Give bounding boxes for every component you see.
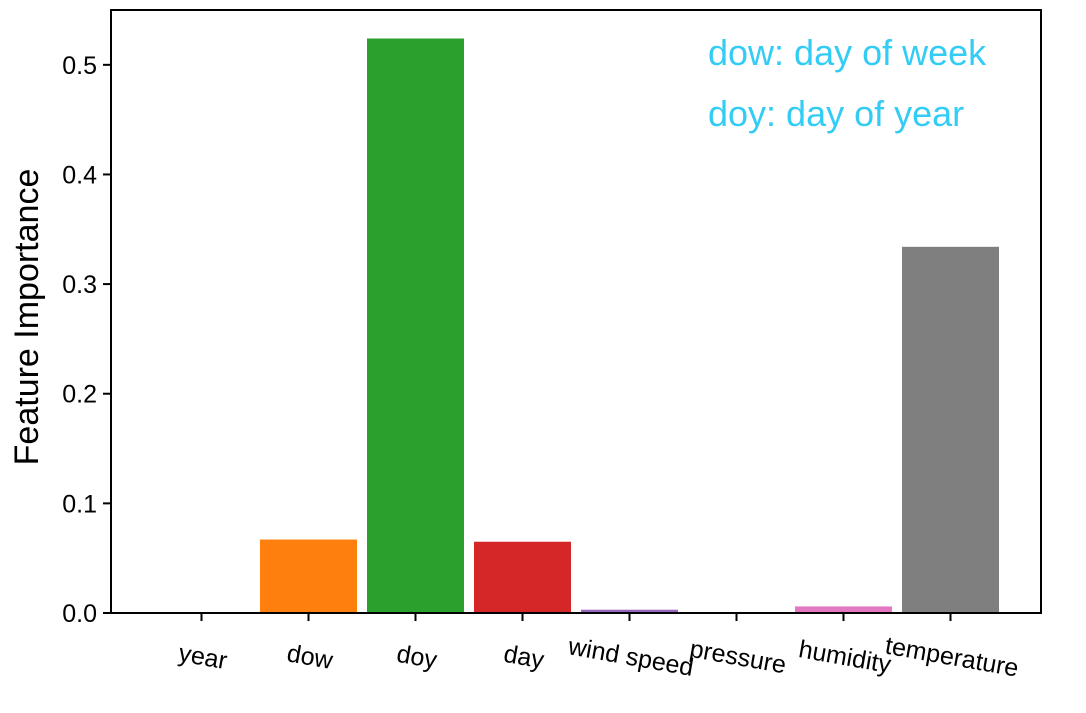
y-axis-ticks: 0.0 0.1 0.2 0.3 0.4 0.5 [62,52,111,628]
x-tick-label: wind speed [565,632,695,682]
x-tick-label: year [177,639,230,675]
y-tick-label: 0.2 [62,381,97,409]
plot-frame [110,9,1042,614]
y-tick-label: 0.4 [62,161,97,189]
x-tick-label: pressure [688,635,789,679]
bars-group [260,38,999,614]
x-tick-label: doy [395,640,440,675]
y-tick-label: 0.0 [62,600,97,628]
y-tick-label: 0.3 [62,271,97,299]
x-tick-label: temperature [883,632,1021,683]
y-tick-label: 0.5 [62,52,97,80]
bar-temperature [902,246,999,613]
y-axis-label: Feature Importance [8,169,46,466]
x-tick-label: humidity [797,635,894,679]
annotation-dow: dow: day of week [708,32,987,73]
bar-day [474,541,571,613]
y-tick-label: 0.1 [62,490,97,518]
x-tick-label: day [502,640,547,675]
bar-dow [260,539,357,613]
x-tick-label: dow [285,639,336,675]
bar-humidity [795,606,892,613]
bar-doy [367,38,464,614]
annotation-doy: doy: day of year [708,93,964,134]
bar-wind-speed [581,609,678,613]
